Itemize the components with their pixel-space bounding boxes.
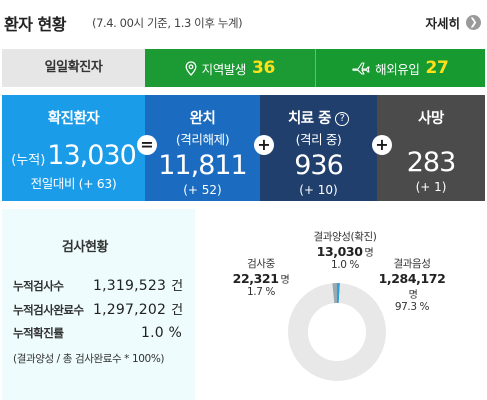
released-sublabel: (격리해제) <box>175 132 230 147</box>
daily-abroad-label: 해외유입 <box>375 61 420 77</box>
released-label: 완치 <box>189 111 216 127</box>
tests-row: 누적확진률 1.0 % <box>13 325 182 341</box>
page-title: 환자 현황 <box>4 15 66 34</box>
airplane-icon <box>352 62 370 75</box>
tests-row-label: 누적확진률 <box>13 326 64 340</box>
page-subtitle: (7.4. 00시 기준, 1.3 이후 누계) <box>92 16 243 30</box>
stat-treating: 치료 중? (격리 중) 936 (+ 10) <box>260 95 377 201</box>
chart-label-negative: 결과음성 1,284,172 명 97.3 % <box>367 256 457 313</box>
tests-row-label: 누적검사완료수 <box>13 303 84 317</box>
released-value: 11,811 <box>158 150 247 181</box>
chart-label-testing: 검사중 22,321 명 1.7 % <box>221 256 301 298</box>
positive-value: 13,030 <box>316 244 363 259</box>
tests-row-unit: 건 <box>171 303 184 318</box>
chevron-right-icon[interactable]: ❯ <box>466 15 481 30</box>
daily-local-cell: 지역발생 36 <box>145 49 316 87</box>
released-delta: (+ 52) <box>183 183 222 197</box>
negative-unit: 명 <box>408 290 418 301</box>
confirmed-label: 확진환자 <box>47 111 100 127</box>
testing-name: 검사중 <box>247 258 275 270</box>
location-pin-icon <box>185 60 197 76</box>
deceased-value: 283 <box>406 147 457 178</box>
treating-label-row: 치료 중? <box>260 107 377 128</box>
stat-deceased: 사망 283 (+ 1) <box>377 95 485 201</box>
positive-unit: 명 <box>364 248 374 259</box>
tests-panel: 검사현황 누적검사수 1,319,523 건 누적검사완료수 1,297,202… <box>2 209 195 400</box>
tests-title: 검사현황 <box>61 240 109 255</box>
tests-chart: 결과양성(확진) 13,030 명 1.0 % 검사중 22,321 명 1.7 %… <box>195 209 485 400</box>
positive-name: 결과양성(확진) <box>313 231 377 243</box>
tests-row-value: 1.0 % <box>141 325 183 341</box>
tests-row-value: 1,319,523 <box>93 278 167 294</box>
treating-label: 치료 중 <box>287 111 332 127</box>
confirmed-value-row: (누적) 13,030 <box>2 140 145 171</box>
chart-label-positive: 결과양성(확진) 13,030 명 1.0 % <box>295 229 395 271</box>
confirmed-delta: 전일대비 (+ 63) <box>30 176 117 191</box>
tests-row-label: 누적검사수 <box>13 279 64 293</box>
donut-slice-testing <box>288 283 386 381</box>
testing-value: 22,321 <box>232 271 279 286</box>
deceased-label: 사망 <box>418 111 444 127</box>
daily-label: 일일확진자 <box>2 49 145 87</box>
treating-delta: (+ 10) <box>299 183 338 197</box>
tests-row: 누적검사수 1,319,523 건 <box>13 275 183 294</box>
confirmed-value: 13,030 <box>47 140 136 171</box>
tests-note: (결과양성 / 총 검사완료수 * 100%) <box>13 353 165 365</box>
testing-pct: 1.7 % <box>246 286 275 298</box>
negative-pct: 97.3 % <box>394 301 430 313</box>
tests-row-value: 1,297,202 <box>93 302 167 318</box>
treating-sublabel: (격리 중) <box>295 132 342 147</box>
plus-operator: + <box>372 135 392 155</box>
stat-released: 완치 (격리해제) 11,811 (+ 52) <box>145 95 260 201</box>
donut-chart <box>288 283 386 381</box>
daily-abroad-cell: 해외유입 27 <box>315 49 485 87</box>
more-label[interactable]: 자세히 <box>425 16 460 31</box>
testing-unit: 명 <box>280 275 290 286</box>
daily-confirmed-bar: 일일확진자 지역발생 36 해외유입 27 <box>2 49 485 87</box>
positive-pct: 1.0 % <box>330 259 359 271</box>
header: 환자 현황 (7.4. 00시 기준, 1.3 이후 누계) 자세히 ❯ <box>0 0 487 44</box>
more-link[interactable]: 자세히 ❯ <box>425 13 481 32</box>
tests-row: 누적검사완료수 1,297,202 건 <box>13 299 183 318</box>
stat-confirmed: 확진환자 (누적) 13,030 전일대비 (+ 63) <box>2 95 145 201</box>
negative-name: 결과음성 <box>393 258 431 270</box>
confirmed-prefix: (누적) <box>11 153 46 168</box>
negative-value: 1,284,172 <box>378 271 446 286</box>
stats-row: 확진환자 (누적) 13,030 전일대비 (+ 63) 완치 (격리해제) 1… <box>2 95 485 201</box>
equals-operator: = <box>137 135 157 155</box>
daily-abroad-value: 27 <box>425 58 449 78</box>
deceased-delta: (+ 1) <box>415 180 447 194</box>
tests-section: 검사현황 누적검사수 1,319,523 건 누적검사완료수 1,297,202… <box>2 209 485 400</box>
donut-slice-negative <box>288 283 386 381</box>
daily-local-value: 36 <box>252 58 275 78</box>
help-icon[interactable]: ? <box>335 112 350 126</box>
tests-row-unit: 건 <box>171 279 184 294</box>
treating-value: 936 <box>294 150 344 181</box>
plus-operator: + <box>254 135 274 155</box>
daily-local-label: 지역발생 <box>201 61 247 77</box>
